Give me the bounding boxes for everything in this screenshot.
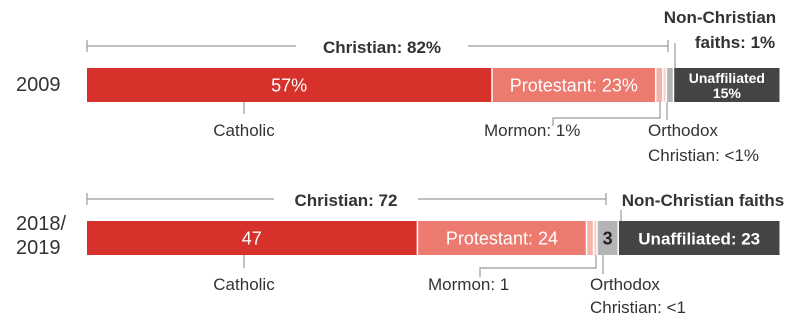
bar-segment-orthodox <box>594 221 597 255</box>
catholic-label-2018: Catholic <box>213 275 275 294</box>
bar-label-non_christian: 3 <box>603 229 613 249</box>
non-christian-label-2009-line1: Non-Christian <box>664 8 776 27</box>
orthodox-label-2009-line2: Christian: <1% <box>648 146 759 165</box>
bar-label-protestant: Protestant: 24 <box>446 229 558 249</box>
bar-2018-2019: 47 Protestant: 24 3 Unaffiliated: 23 <box>87 221 780 255</box>
bar-segment-mormon <box>587 221 593 255</box>
non-christian-label-2009-line2: faiths: 1% <box>695 33 775 52</box>
bar-segment-mormon <box>656 68 663 102</box>
mormon-label-2009: Mormon: 1% <box>484 121 580 140</box>
year-label-2009: 2009 <box>16 74 61 96</box>
bar-label-unaffiliated: Unaffiliated: 23 <box>638 230 760 249</box>
bar-segment-protestant <box>418 221 586 255</box>
year-label-2018-line2: 2019 <box>16 237 61 259</box>
bar-segment-catholic <box>87 68 492 102</box>
christian-label-2018: Christian: 72 <box>295 191 398 210</box>
orthodox-label-2018-line2: Christian: <1 <box>590 298 686 317</box>
christian-label-2009: Christian: 82% <box>323 38 441 57</box>
bar-label-catholic: 57% <box>271 76 307 96</box>
bar-label-catholic: 47 <box>242 229 262 249</box>
mormon-leader-2018 <box>479 255 597 277</box>
bar-segment-catholic <box>87 221 417 255</box>
year-label-2018-line1: 2018/ <box>16 213 66 235</box>
bar-segment-non_christian <box>597 221 618 255</box>
mormon-label-2018: Mormon: 1 <box>428 275 509 294</box>
bar-segment-unaffiliated <box>674 68 780 102</box>
orthodox-label-2018-line1: Orthodox <box>590 275 660 294</box>
bar-label-unaffiliated: 15% <box>713 85 742 101</box>
orthodox-label-2009-line1: Orthodox <box>648 121 718 140</box>
bar-label-unaffiliated: Unaffiliated <box>689 70 765 86</box>
bar-label-protestant: Protestant: 23% <box>510 76 638 96</box>
mormon-leader-2009 <box>552 102 661 126</box>
bar-segment-orthodox <box>663 68 666 102</box>
catholic-label-2009: Catholic <box>213 121 275 140</box>
non-christian-label-2018: Non-Christian faiths <box>622 191 784 210</box>
bar-segment-non_christian <box>667 68 673 102</box>
bar-segment-protestant <box>492 68 655 102</box>
bar-segment-unaffiliated <box>618 221 780 255</box>
